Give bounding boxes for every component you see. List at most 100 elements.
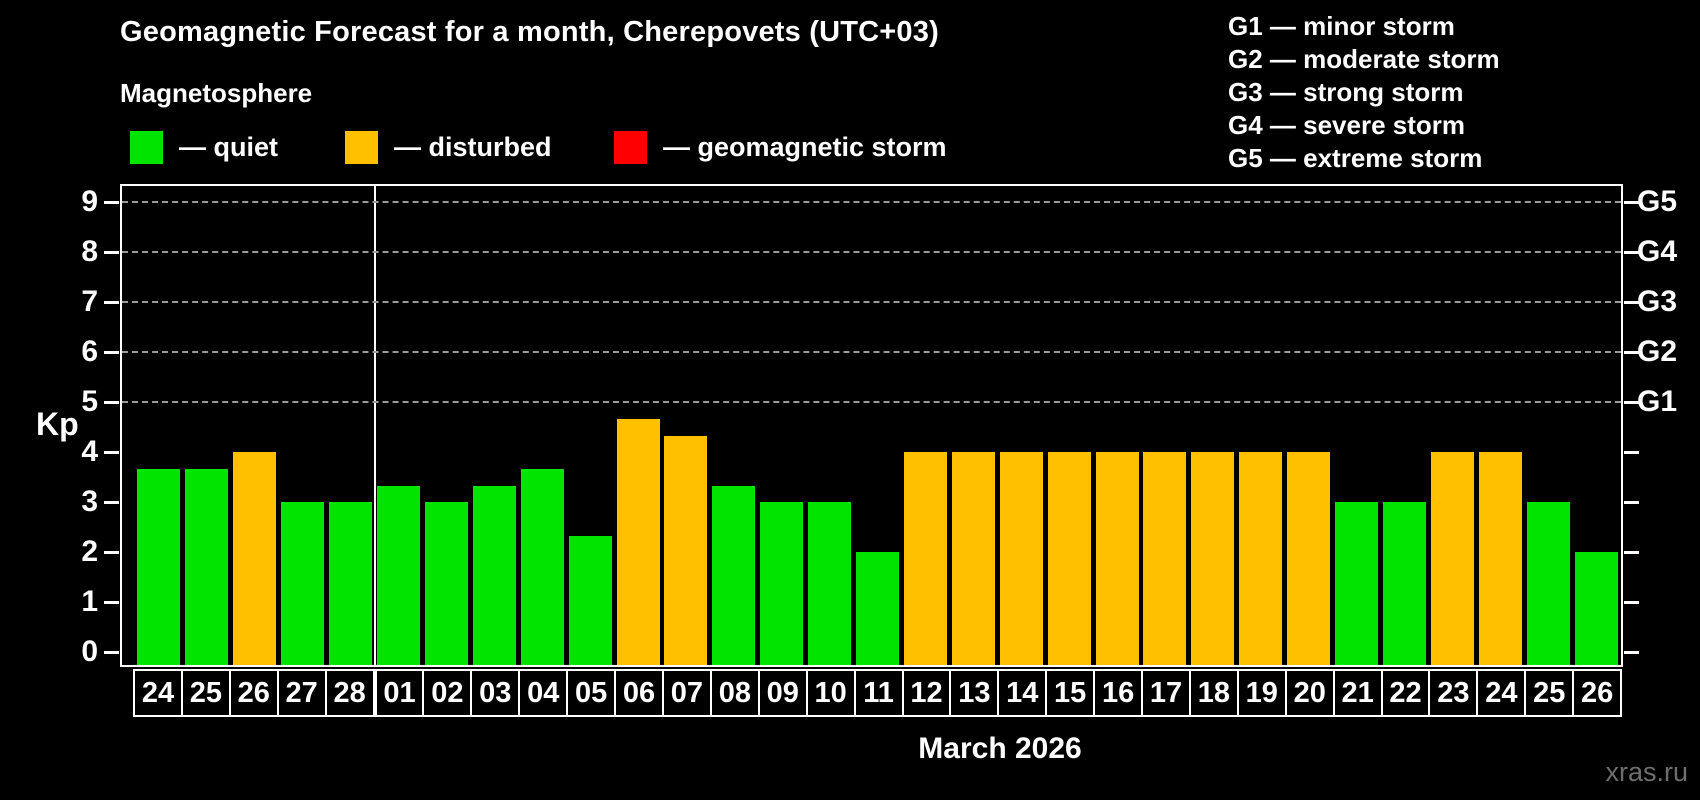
bar-slot xyxy=(1093,186,1141,665)
kp-bar-day-04 xyxy=(520,468,564,665)
bar-slot xyxy=(1189,186,1237,665)
magnetosphere-label: Magnetosphere xyxy=(120,78,313,108)
x-axis-cell-day-13: 13 xyxy=(951,671,1000,715)
x-axis-cell-day-24: 24 xyxy=(1478,671,1527,715)
bar-slot xyxy=(1333,186,1381,665)
x-axis-cell-day-12: 12 xyxy=(904,671,952,715)
x-axis-cell-day-26: 26 xyxy=(1581,676,1614,709)
y-tick-label: 1 xyxy=(81,585,98,618)
x-axis-cell-day-19: 19 xyxy=(1239,671,1287,715)
bar-slot xyxy=(1476,186,1524,665)
x-axis-cell-day-23: 23 xyxy=(1430,671,1479,715)
y-axis-tick xyxy=(104,251,119,254)
storm-scale-legend: G1 — minor storm G2 — moderate storm G3 … xyxy=(1228,10,1500,175)
kp-bar-day-25 xyxy=(185,468,229,665)
x-axis-cell-day-14: 14 xyxy=(999,671,1048,715)
y-axis-tick xyxy=(104,501,119,504)
x-axis-title: March 2026 xyxy=(918,732,1082,765)
x-axis-cell-day-04: 04 xyxy=(520,671,569,715)
right-axis-tick xyxy=(1624,201,1639,204)
right-axis-tick xyxy=(1624,301,1639,304)
bar-slot xyxy=(854,186,902,665)
right-axis-tick xyxy=(1624,401,1639,404)
y-axis-tick xyxy=(104,451,119,454)
y-tick-label: 3 xyxy=(81,485,98,518)
x-axis-cell-day-21: 21 xyxy=(1335,671,1383,715)
bar-slot xyxy=(422,186,470,665)
bar-slot xyxy=(710,186,758,665)
kp-bar-day-22 xyxy=(1383,502,1427,665)
bar-slot xyxy=(662,186,710,665)
storm-color-swatch xyxy=(614,130,647,164)
y-tick-label: 4 xyxy=(81,435,98,468)
kp-bar-day-14 xyxy=(999,452,1043,665)
x-axis-cell-day-25: 25 xyxy=(1526,671,1575,715)
x-axis-cell-day-08: 08 xyxy=(712,671,760,715)
bar-slot xyxy=(1045,186,1093,665)
kp-bar-day-01 xyxy=(376,485,420,665)
kp-bar-day-02 xyxy=(424,502,468,665)
x-axis-cell-day-10: 10 xyxy=(808,671,856,715)
legend-item-quiet: — quiet xyxy=(130,130,278,164)
kp-bar-day-10 xyxy=(808,502,852,665)
x-axis-cell-day-27: 27 xyxy=(279,671,327,715)
kp-bar-day-09 xyxy=(760,502,804,665)
kp-bar-day-08 xyxy=(712,485,756,665)
g-scale-label-g4: G4 xyxy=(1637,235,1678,268)
x-axis-cell-day-25: 25 xyxy=(183,671,231,715)
storm-scale-item-g1: G1 — minor storm xyxy=(1228,11,1455,41)
x-axis-label-strip: 24 25 26 27 28 01 02 03 04 05 06 07 08 09 10 11 12 13 14 15… xyxy=(133,669,1622,717)
bar-slot xyxy=(327,186,375,665)
x-axis-cell-day-16: 16 xyxy=(1095,671,1144,715)
quiet-color-swatch xyxy=(130,130,163,164)
x-axis-cell-day-03: 03 xyxy=(472,671,521,715)
kp-bar-day-18 xyxy=(1191,452,1235,665)
x-axis-cell-day-01: 01 xyxy=(374,671,425,715)
bar-slot xyxy=(470,186,518,665)
y-tick-label: 5 xyxy=(81,385,98,418)
bars-row xyxy=(135,186,1620,665)
gridline-kp9 xyxy=(122,201,1621,203)
bar-slot xyxy=(566,186,614,665)
kp-bar-day-19 xyxy=(1239,452,1283,665)
y-tick-label: 7 xyxy=(81,285,98,318)
bar-slot xyxy=(997,186,1045,665)
bar-slot xyxy=(806,186,854,665)
y-tick-label: 6 xyxy=(81,335,98,368)
kp-bar-day-28 xyxy=(329,502,373,665)
y-axis-title: Kp xyxy=(36,406,79,442)
bar-slot xyxy=(231,186,279,665)
kp-bar-day-13 xyxy=(951,452,995,665)
g-scale-label-g5: G5 xyxy=(1637,185,1678,218)
bar-slot xyxy=(1524,186,1572,665)
g-scale-label-g3: G3 xyxy=(1637,285,1678,318)
bar-slot xyxy=(1237,186,1285,665)
right-axis-tick xyxy=(1624,501,1639,504)
x-axis-cell-day-02: 02 xyxy=(424,671,473,715)
legend-item-label: — geomagnetic storm xyxy=(663,131,947,162)
x-axis-cell-day-11: 11 xyxy=(856,671,904,715)
x-axis-cell-day-20: 20 xyxy=(1287,671,1335,715)
gridline-kp6 xyxy=(122,351,1621,353)
watermark: xras.ru xyxy=(1605,757,1688,787)
kp-bar-day-07 xyxy=(664,435,708,665)
y-tick-label: 0 xyxy=(81,635,98,668)
bar-slot xyxy=(1285,186,1333,665)
kp-bar-day-24 xyxy=(137,468,181,665)
storm-scale-item-g4: G4 — severe storm xyxy=(1228,110,1466,140)
kp-bar-day-27 xyxy=(281,502,325,665)
y-axis-tick xyxy=(104,551,119,554)
page-title: Geomagnetic Forecast for a month, Cherep… xyxy=(120,16,939,48)
bar-slot xyxy=(949,186,997,665)
kp-bar-day-23 xyxy=(1430,452,1474,665)
kp-bar-day-05 xyxy=(568,535,612,665)
y-axis-tick xyxy=(104,201,119,204)
bar-slot xyxy=(1572,186,1620,665)
y-tick-label: 8 xyxy=(81,235,98,268)
storm-scale-item-g3: G3 — strong storm xyxy=(1228,77,1464,107)
bar-slot xyxy=(1141,186,1189,665)
kp-bar-day-24 xyxy=(1478,452,1522,665)
bar-slot xyxy=(375,186,423,665)
y-tick-label: 9 xyxy=(81,185,98,218)
